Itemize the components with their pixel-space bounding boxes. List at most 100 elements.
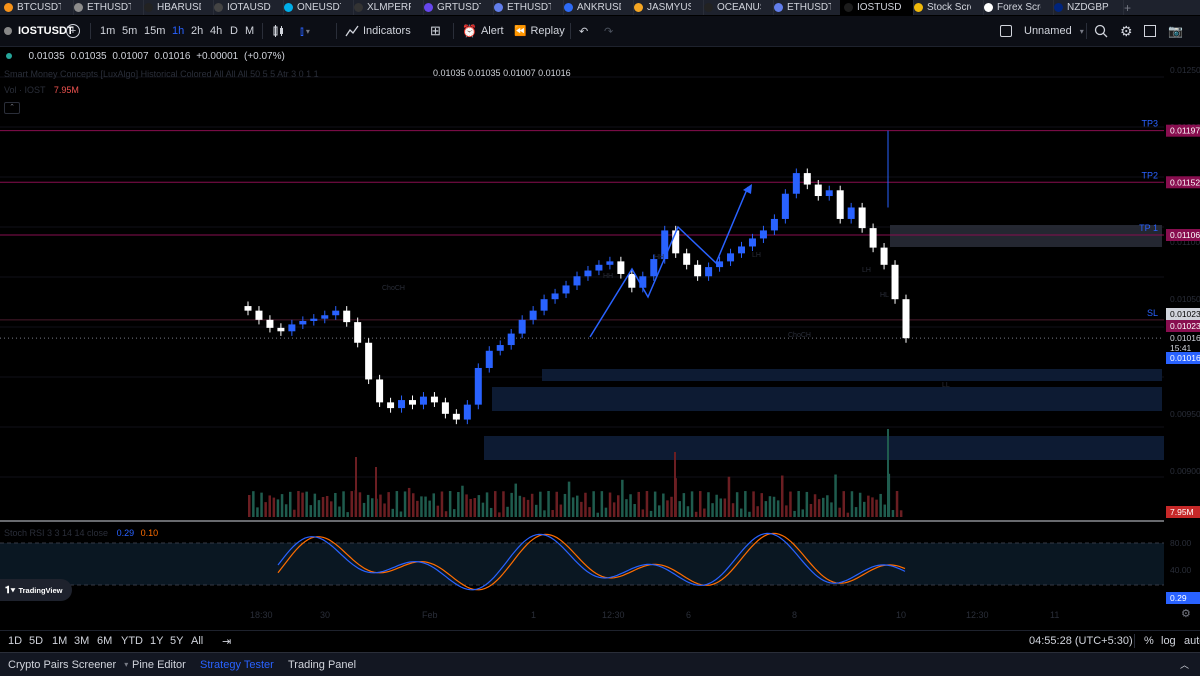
browser-tab[interactable]: IOSTUSDT — [840, 0, 914, 15]
volume-bar — [670, 496, 673, 517]
iost-coin-icon — [4, 27, 12, 35]
search-button[interactable] — [1094, 16, 1108, 46]
interval-1h[interactable]: 1h — [172, 25, 185, 37]
candle-body — [595, 264, 603, 271]
candle-body — [409, 400, 416, 405]
browser-tab[interactable]: GRTUSDT — [420, 0, 494, 15]
browser-tab-bar: BTCUSDT ETHUSDT HBARUSDT IOTAUSDT ONEUSDT XLM… — [0, 0, 1200, 15]
bar-style-dropdown[interactable]: ⫾ ▾ — [300, 16, 310, 46]
volume-bar — [694, 511, 698, 517]
stoch-rsi-legend[interactable]: Stoch RSI 3 3 14 14 close 0.29 0.10 — [4, 528, 158, 538]
panel-tab-trading-panel[interactable]: Trading Panel — [288, 658, 357, 671]
range-3m[interactable]: 3M — [74, 635, 90, 647]
settings-button[interactable]: ⚙ — [1120, 16, 1133, 46]
maximize-panel-button[interactable]: ︿ — [1180, 653, 1189, 676]
browser-tab[interactable]: ETHUSDT — [70, 0, 144, 15]
undo-button[interactable]: ↶ — [579, 16, 588, 46]
browser-tab[interactable]: BTCUSDT — [0, 0, 74, 15]
range-ytd[interactable]: YTD — [121, 635, 143, 647]
candle-body — [650, 259, 658, 277]
browser-tab[interactable]: ONEUSDT — [280, 0, 354, 15]
browser-tab[interactable]: ANKRUSDT — [560, 0, 634, 15]
tp1-label: TP 1 — [1139, 223, 1158, 233]
undo-icon: ↶ — [579, 25, 589, 38]
new-tab-button[interactable]: + — [1124, 0, 1132, 15]
browser-tab[interactable]: IOTAUSDT — [210, 0, 284, 15]
volume-bar — [625, 499, 628, 517]
tab-favicon-icon — [774, 3, 783, 12]
candle-body — [540, 299, 548, 311]
browser-tab[interactable]: ETHUSDT — [490, 0, 564, 15]
candle-body — [507, 333, 515, 346]
replay-button[interactable]: ⏪ Replay — [514, 16, 565, 46]
compare-add-button[interactable]: + — [66, 16, 80, 46]
price-chart[interactable]: TP3 TP2 TP 1 SL ChoCH ChoCH HH LH HL LL HH LH 0.01… — [0, 47, 1200, 630]
candle-body — [310, 318, 318, 321]
range-1d[interactable]: 1D — [8, 635, 23, 647]
clock[interactable]: 04:55:28 (UTC+5:30) — [1029, 635, 1133, 647]
volume-bar — [826, 495, 829, 517]
interval-5m[interactable]: 5m — [122, 25, 138, 37]
range-6m[interactable]: 6M — [97, 635, 113, 647]
percent-scale-toggle[interactable]: % — [1144, 635, 1154, 647]
chart-area[interactable]: TP3 TP2 TP 1 SL ChoCH ChoCH HH LH HL LL HH LH 0.01… — [0, 47, 1200, 630]
tab-favicon-icon — [1054, 3, 1063, 12]
interval-2h[interactable]: 2h — [191, 25, 204, 37]
range-all[interactable]: All — [191, 635, 204, 647]
candle-body — [759, 230, 767, 239]
collapse-legend-button[interactable]: ⌃ — [4, 101, 20, 114]
browser-tab[interactable]: Stock Screener — [910, 0, 984, 15]
browser-tab[interactable]: OCEANUSDT — [700, 0, 774, 15]
browser-tab[interactable]: ETHUSDT — [770, 0, 844, 15]
volume-bar — [863, 501, 866, 517]
fullscreen-button[interactable] — [1144, 16, 1156, 46]
browser-tab[interactable]: HBARUSDT — [140, 0, 214, 15]
browser-tab[interactable]: Forex Screener — [980, 0, 1054, 15]
panel-tab-crypto-screener[interactable]: Crypto Pairs Screener ▾ — [8, 653, 128, 676]
volume-bar — [752, 491, 755, 517]
volume-bar — [338, 506, 341, 517]
volume-legend[interactable]: Vol · IOST 7.95M — [4, 85, 79, 95]
panel-tab-pine-editor[interactable]: Pine Editor — [132, 658, 186, 671]
templates-button[interactable]: ⊞ — [430, 16, 441, 46]
interval-D[interactable]: D — [230, 25, 238, 37]
candle-body — [244, 306, 252, 311]
goto-date-button[interactable]: ⇥ — [222, 631, 231, 651]
redo-button[interactable]: ↷ — [604, 16, 613, 46]
volume-bar — [830, 502, 833, 517]
smc-indicator-legend[interactable]: Smart Money Concepts [LuxAlgo] Historica… — [4, 69, 319, 79]
volume-bar — [781, 475, 784, 517]
candle-body — [485, 350, 493, 368]
volume-bar — [899, 510, 903, 517]
scale-settings-gear-icon[interactable]: ⚙ — [1181, 608, 1191, 620]
browser-tab[interactable]: NZDGBP — [1050, 0, 1124, 15]
snapshot-button[interactable]: 📷 — [1168, 16, 1183, 46]
symbol-search-button[interactable]: IOSTUSDT — [4, 16, 74, 46]
interval-15m[interactable]: 15m — [144, 25, 166, 37]
volume-bar — [653, 491, 657, 517]
auto-scale-toggle[interactable]: auto — [1184, 635, 1200, 647]
layout-toggle-button[interactable] — [1000, 16, 1012, 46]
panel-tab-strategy-tester[interactable]: Strategy Tester — [200, 658, 274, 671]
chevron-up-icon: ⌃ — [4, 102, 20, 114]
interval-M[interactable]: M — [245, 25, 255, 37]
browser-tab[interactable]: JASMYUSDT — [630, 0, 704, 15]
interval-4h[interactable]: 4h — [210, 25, 223, 37]
volume-bar — [432, 493, 435, 517]
volume-bar — [649, 510, 653, 517]
indicators-button[interactable]: Indicators — [345, 16, 411, 46]
range-5d[interactable]: 5D — [29, 635, 44, 647]
log-scale-toggle[interactable]: log — [1161, 635, 1176, 647]
volume-bar — [793, 510, 796, 517]
layout-name-dropdown[interactable]: Unnamed ▾ — [1024, 16, 1084, 46]
alert-button[interactable]: ⏰ Alert — [462, 16, 504, 46]
interval-1m[interactable]: 1m — [100, 25, 116, 37]
range-1m[interactable]: 1M — [52, 635, 68, 647]
browser-tab[interactable]: XLMPERP — [350, 0, 424, 15]
candle-body — [869, 228, 877, 248]
volume-bar — [440, 491, 444, 517]
range-1y[interactable]: 1Y — [150, 635, 164, 647]
range-5y[interactable]: 5Y — [170, 635, 184, 647]
volume-bar — [641, 509, 645, 517]
candle-style-button[interactable] — [272, 16, 286, 46]
